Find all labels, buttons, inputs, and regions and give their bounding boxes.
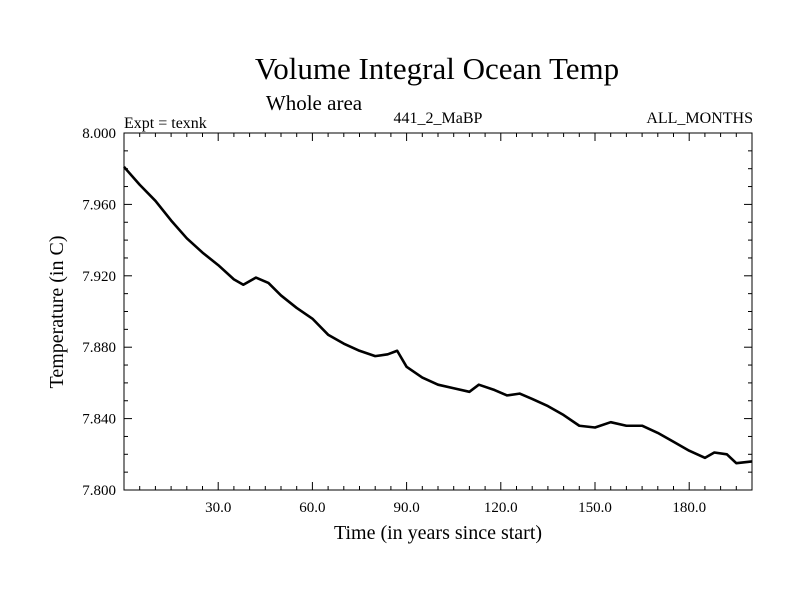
chart-title: Volume Integral Ocean Temp [255,51,619,86]
y-axis-label: Temperature (in C) [46,236,68,389]
x-axis-label: Time (in years since start) [334,522,542,544]
x-tick-label: 180.0 [672,500,706,516]
y-tick-label: 7.960 [82,197,116,213]
y-tick-label: 7.840 [82,412,116,428]
y-tick-label: 7.880 [82,340,116,356]
x-tick-label: 150.0 [578,500,612,516]
y-tick-label: 8.000 [82,126,116,142]
x-tick-label: 30.0 [205,500,231,516]
run-label: 441_2_MaBP [394,110,483,127]
plot-frame [123,132,753,491]
x-axis-ticks [139,133,737,490]
x-tick-label: 60.0 [299,500,325,516]
experiment-label: Expt = texnk [124,115,207,132]
chart-subtitle: Whole area [266,91,363,115]
y-tick-label: 7.920 [82,269,116,285]
temperature-series-line [123,166,753,465]
y-axis-ticks [124,150,752,473]
y-axis-tick-labels: 7.800 7.840 7.880 7.920 7.960 8.000 [82,126,116,499]
y-tick-label: 7.800 [82,483,116,499]
x-tick-label: 120.0 [484,500,518,516]
months-label: ALL_MONTHS [646,110,753,127]
x-axis-tick-labels: 30.0 60.0 90.0 120.0 150.0 180.0 [205,500,706,516]
x-tick-label: 90.0 [393,500,419,516]
series-group [123,166,753,465]
